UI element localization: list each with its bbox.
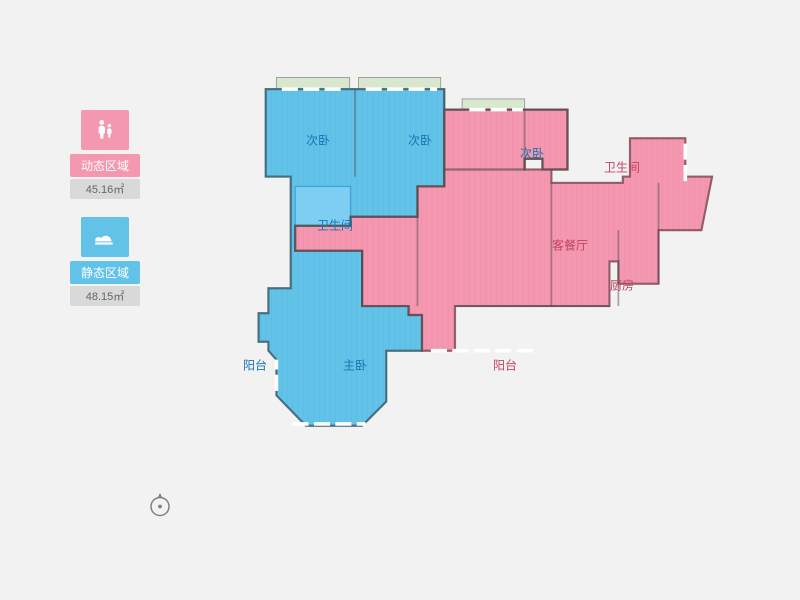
people-icon <box>81 110 129 150</box>
legend-static-value: 48.15㎡ <box>70 286 140 306</box>
legend-static-title: 静态区域 <box>70 261 140 284</box>
legend: 动态区域 45.16㎡ 静态区域 48.15㎡ <box>70 110 140 324</box>
room-label: 卫生间 <box>604 159 640 176</box>
legend-dynamic-value: 45.16㎡ <box>70 179 140 199</box>
compass-icon <box>145 490 175 520</box>
sleep-icon <box>81 217 129 257</box>
floorplan: 次卧次卧次卧卫生间卫生间客餐厅厨房阳台主卧阳台 <box>230 65 730 495</box>
room-label: 厨房 <box>610 277 634 294</box>
floorplan-svg <box>230 65 730 458</box>
room-label: 阳台 <box>243 357 267 374</box>
legend-dynamic: 动态区域 45.16㎡ <box>70 110 140 199</box>
room-label: 次卧 <box>520 145 544 162</box>
room-label: 阳台 <box>493 357 517 374</box>
legend-static: 静态区域 48.15㎡ <box>70 217 140 306</box>
room-label: 卫生间 <box>317 217 353 234</box>
room-label: 次卧 <box>306 132 330 149</box>
room-label: 主卧 <box>343 357 367 374</box>
room-label: 客餐厅 <box>552 237 588 254</box>
room-label: 次卧 <box>408 132 432 149</box>
legend-dynamic-title: 动态区域 <box>70 154 140 177</box>
